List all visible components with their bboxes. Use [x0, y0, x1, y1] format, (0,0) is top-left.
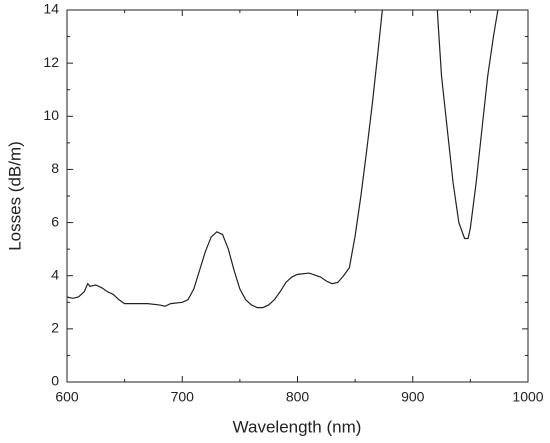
y-tick-label: 2 [51, 320, 59, 336]
data-line [67, 10, 499, 309]
y-tick-label: 14 [43, 1, 59, 17]
y-tick-label: 0 [51, 373, 59, 389]
plot-frame [66, 9, 529, 383]
x-axis-title: Wavelength (nm) [233, 417, 362, 436]
y-axis-title: Losses (dB/m) [5, 141, 24, 251]
x-tick-label: 800 [286, 389, 310, 405]
x-tick-label: 600 [55, 389, 79, 405]
x-tick-label: 1000 [512, 389, 543, 405]
y-tick-label: 12 [43, 54, 59, 70]
plot-area [67, 10, 499, 309]
y-tick-label: 8 [51, 160, 59, 176]
y-tick-label: 6 [51, 213, 59, 229]
y-tick-label: 4 [51, 266, 59, 282]
y-tick-label: 10 [43, 107, 59, 123]
x-tick-label: 900 [401, 389, 425, 405]
x-tick-label: 700 [171, 389, 195, 405]
